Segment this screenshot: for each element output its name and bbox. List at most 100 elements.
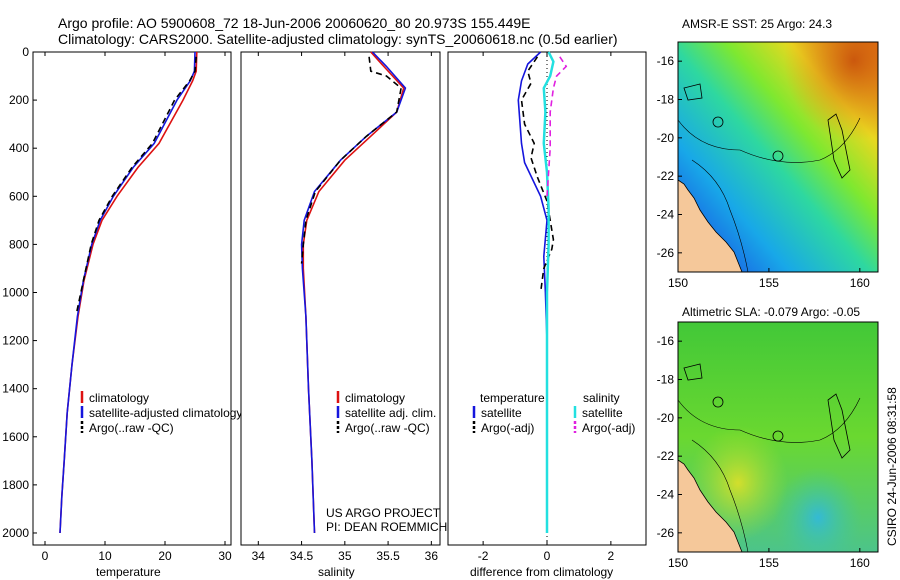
- lon-tick-label: 150: [668, 276, 688, 290]
- sst-map-panel: AMSR-E SST: 25 Argo: 24.3 -16 -18 -20 -22 -2…: [657, 17, 879, 290]
- y-tick-label: 2000: [2, 526, 29, 540]
- sla-lat-axis: -16 -18 -20 -22 -24 -26: [657, 334, 682, 540]
- lon-tick-label: 155: [759, 556, 779, 570]
- y-tick-label: 600: [9, 189, 29, 203]
- lat-tick-label: -16: [657, 334, 675, 348]
- legend-header-temperature: temperature: [480, 391, 545, 405]
- y-tick-label: 0: [22, 45, 29, 59]
- difference-series-salinity-argo: [546, 56, 568, 197]
- lat-tick-label: -22: [657, 449, 675, 463]
- lon-tick-label: 160: [850, 556, 870, 570]
- sst-lat-axis: -16 -18 -20 -22 -24 -26: [657, 54, 682, 260]
- sst-reef-outline: [827, 113, 851, 179]
- sst-island: [712, 116, 724, 128]
- temperature-series-satellite: [59, 51, 196, 534]
- temperature-profiles: [59, 51, 198, 534]
- lat-tick-label: -20: [657, 131, 675, 145]
- x-tick-label: 35: [338, 549, 352, 563]
- difference-panel: -2 0 2 difference from climatology tempera…: [447, 51, 647, 579]
- lon-tick-label: 150: [668, 556, 688, 570]
- sla-island: [772, 430, 784, 442]
- lat-tick-label: -24: [657, 488, 675, 502]
- difference-xlabel: difference from climatology: [470, 565, 613, 579]
- y-tick-label: 200: [9, 93, 29, 107]
- sst-map-frame: [677, 41, 879, 273]
- salinity-x-axis: 34 34.5 35 35.5 36: [252, 52, 439, 563]
- x-tick-label: 34.5: [290, 549, 314, 563]
- x-tick-label: 34: [252, 549, 266, 563]
- salinity-legend: climatology satellite adj. clim. Argo(..…: [336, 391, 436, 435]
- x-tick-label: 36: [425, 549, 439, 563]
- x-tick-label: 30: [218, 549, 232, 563]
- legend-sal-argo: Argo(-adj): [582, 421, 635, 435]
- salinity-panel: 34 34.5 35 35.5 36 salinity climatology sate…: [240, 51, 447, 579]
- legend-sal-satellite: satellite: [582, 406, 623, 420]
- lat-tick-label: -22: [657, 169, 675, 183]
- y-tick-label: 1800: [2, 478, 29, 492]
- sst-reef-outline: [683, 83, 703, 101]
- sla-lon-axis: 150 155 160: [668, 548, 870, 570]
- temperature-xlabel: temperature: [96, 565, 161, 579]
- lon-tick-label: 155: [759, 276, 779, 290]
- figure-title-line1: Argo profile: AO 5900608_72 18-Jun-2006 …: [58, 15, 531, 31]
- figure-title-line2: Climatology: CARS2000. Satellite-adjuste…: [58, 31, 618, 47]
- x-tick-label: 35.5: [376, 549, 400, 563]
- salinity-plot-frame: [240, 51, 441, 546]
- legend-header-salinity: salinity: [583, 391, 620, 405]
- timestamp-side-label: CSIRO 24-Jun-2006 08:31:58: [885, 387, 899, 546]
- legend-climatology: climatology: [89, 391, 149, 405]
- x-tick-label: 20: [158, 549, 172, 563]
- sst-map-title: AMSR-E SST: 25 Argo: 24.3: [682, 17, 832, 31]
- salinity-series-satellite: [300, 51, 407, 534]
- y-tick-label: 1600: [2, 430, 29, 444]
- sla-reef-outline: [683, 363, 703, 381]
- sla-reef-outline: [827, 393, 851, 459]
- lat-tick-label: -26: [657, 246, 675, 260]
- legend-temp-argo: Argo(-adj): [481, 421, 534, 435]
- lat-tick-label: -18: [657, 373, 675, 387]
- legend-satellite: satellite adj. clim.: [345, 406, 436, 420]
- difference-legend: temperature salinity satellite Argo(-adj…: [472, 391, 635, 435]
- difference-profiles: [517, 51, 568, 533]
- x-tick-label: 2: [608, 549, 615, 563]
- legend-temp-satellite: satellite: [481, 406, 522, 420]
- x-tick-label: 0: [42, 549, 49, 563]
- sst-contour: [691, 159, 749, 273]
- lat-tick-label: -24: [657, 208, 675, 222]
- salinity-xlabel: salinity: [318, 565, 355, 579]
- difference-series-temperature-argo: [520, 56, 555, 293]
- project-line1: US ARGO PROJECT: [326, 506, 441, 520]
- lon-tick-label: 160: [850, 276, 870, 290]
- lat-tick-label: -18: [657, 93, 675, 107]
- y-tick-label: 400: [9, 141, 29, 155]
- temperature-series-argo: [76, 56, 197, 312]
- sst-lon-axis: 150 155 160: [668, 268, 870, 290]
- difference-x-axis: -2 0 2: [478, 52, 615, 563]
- project-line2: PI: DEAN ROEMMICH: [326, 520, 447, 534]
- x-tick-label: -2: [478, 549, 489, 563]
- lat-tick-label: -26: [657, 526, 675, 540]
- sla-map-panel: Altimetric SLA: -0.079 Argo: -0.05 -16 -1…: [657, 305, 879, 570]
- x-tick-label: 0: [544, 549, 551, 563]
- sla-contour: [691, 439, 749, 553]
- difference-series-salinity-satellite: [542, 51, 555, 533]
- sla-island: [712, 396, 724, 408]
- y-tick-label: 1000: [2, 285, 29, 299]
- x-tick-label: 10: [98, 549, 112, 563]
- legend-argo: Argo(..raw -QC): [89, 421, 174, 435]
- legend-climatology: climatology: [345, 391, 405, 405]
- legend-argo: Argo(..raw -QC): [345, 421, 430, 435]
- temperature-legend: climatology satellite-adjusted climatolo…: [80, 391, 242, 435]
- temperature-plot-frame: [32, 51, 232, 546]
- temperature-x-axis: 0 10 20 30: [42, 52, 232, 563]
- lat-tick-label: -16: [657, 54, 675, 68]
- legend-satellite: satellite-adjusted climatology: [89, 406, 242, 420]
- sla-map-title: Altimetric SLA: -0.079 Argo: -0.05: [682, 305, 860, 319]
- sla-map-frame: [677, 321, 879, 553]
- y-tick-label: 1400: [2, 382, 29, 396]
- y-tick-label: 1200: [2, 334, 29, 348]
- salinity-profiles: [300, 51, 407, 534]
- temperature-panel: 0 200 400 600 800 1000 1200 1400 1600 1800 2000 0 1…: [2, 45, 242, 579]
- y-tick-label: 800: [9, 237, 29, 251]
